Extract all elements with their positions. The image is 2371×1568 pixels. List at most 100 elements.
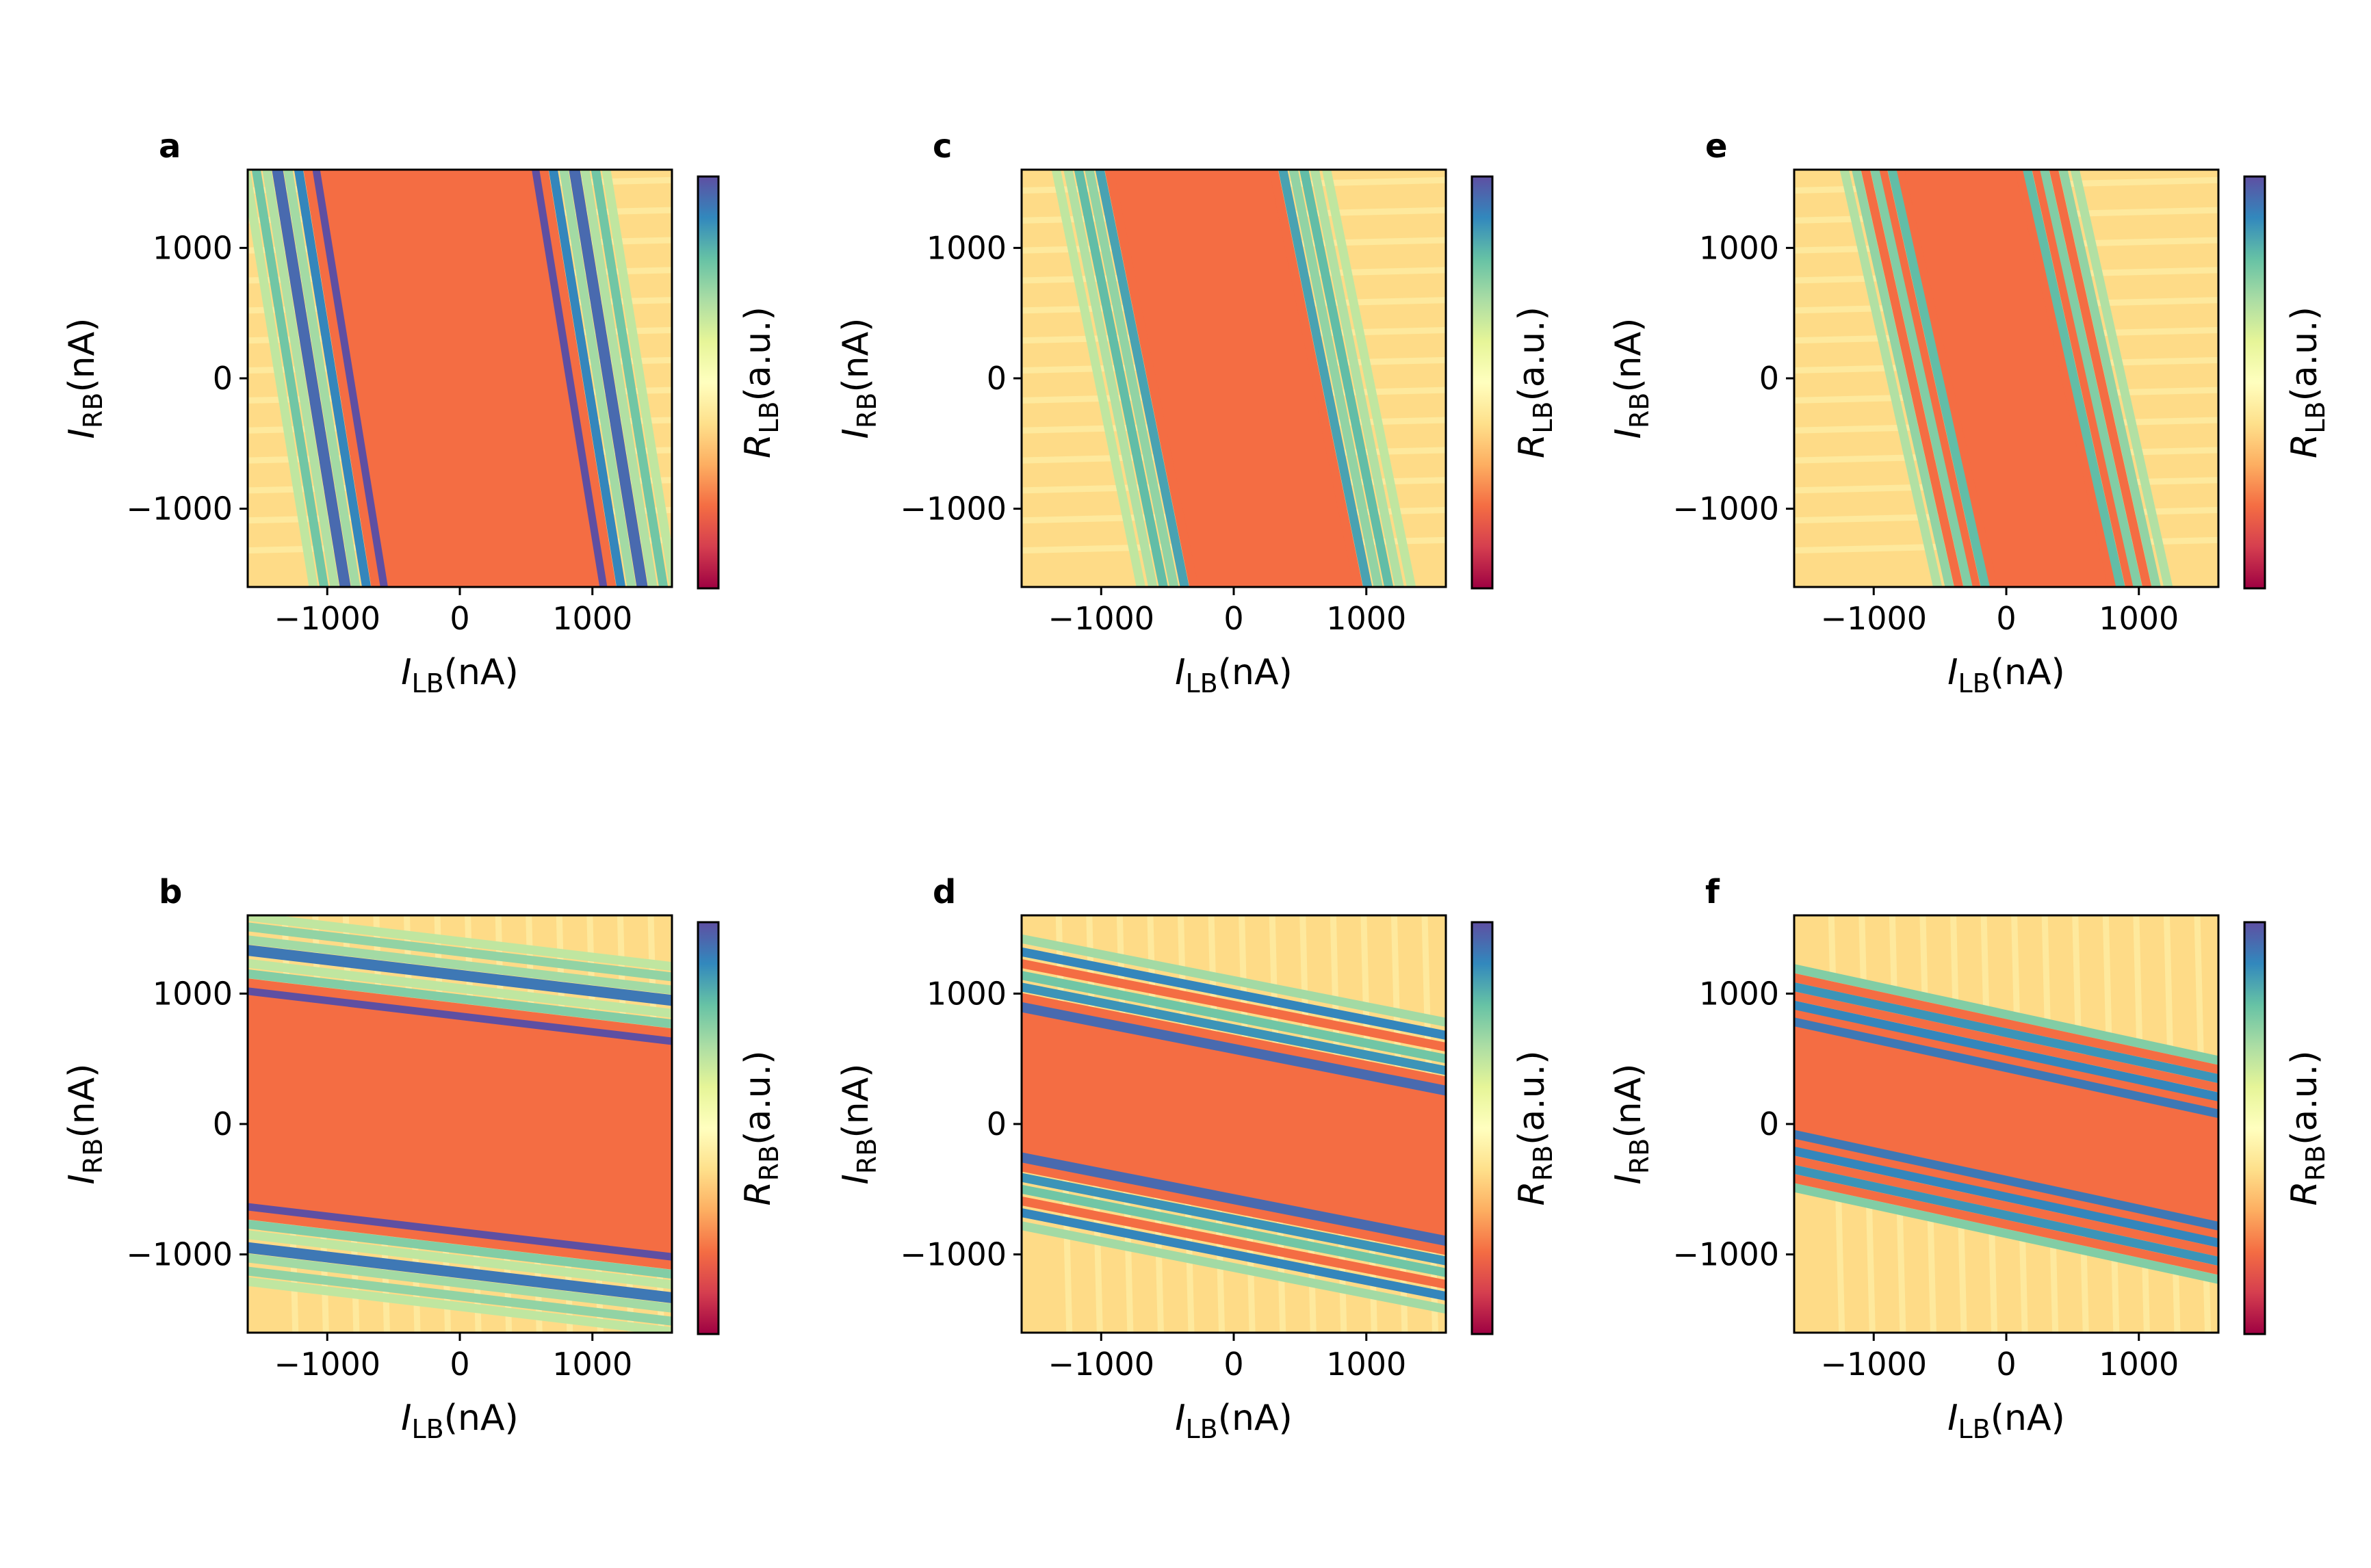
transition-line	[1022, 993, 1446, 1086]
transition-line	[248, 1210, 672, 1270]
x-axis-label: ILB(nA)	[401, 1398, 519, 1444]
y-tick-label: 1000	[1699, 229, 1779, 266]
transition-line	[248, 915, 672, 971]
transition-line	[532, 170, 611, 587]
superconducting-band	[1111, 170, 1356, 587]
transition-line	[248, 1266, 672, 1326]
transition-line	[1022, 947, 1446, 1040]
panel-e: −1000 0 1000 −1000 0 1000 ILB(nA) IRB(nA) e RLB(a…	[1608, 127, 2331, 698]
transition-line	[251, 170, 329, 587]
transition-line	[1022, 1173, 1446, 1266]
transition-line	[1794, 1138, 2218, 1240]
transition-line	[2022, 170, 2125, 587]
transition-line	[1022, 934, 1446, 1027]
y-tick-label: −1000	[126, 1236, 233, 1273]
transition-line	[1852, 170, 1954, 587]
transition-line	[1794, 1155, 2218, 1257]
y-tick-label: 1000	[927, 975, 1007, 1012]
colorbar-label: RRB(a.u.)	[738, 1050, 784, 1205]
transition-line	[248, 978, 672, 1038]
panel-d: −1000 0 1000 −1000 0 1000 ILB(nA) IRB(nA) d RRB(a…	[835, 873, 1558, 1444]
transition-line	[1022, 1221, 1446, 1314]
y-tick-label: 0	[1759, 360, 1779, 397]
colorbar-label: RLB(a.u.)	[738, 306, 784, 458]
y-axis-label: IRB(nA)	[62, 1064, 108, 1185]
x-tick-label: −1000	[1048, 1346, 1154, 1383]
transition-line	[591, 170, 669, 587]
x-axis-label: ILB(nA)	[1947, 1398, 2065, 1444]
transition-line	[303, 170, 380, 587]
y-tick-label: 0	[213, 1106, 233, 1142]
colorbar	[1470, 175, 1494, 590]
y-tick-label: −1000	[1672, 491, 1779, 527]
colorbar-label: RRB(a.u.)	[1512, 1050, 1558, 1205]
y-tick-label: 0	[987, 360, 1007, 397]
heatmap-f	[1794, 915, 2218, 1333]
y-axis-label: IRB(nA)	[835, 318, 882, 439]
transition-line	[1022, 1208, 1446, 1301]
transition-line	[248, 1230, 672, 1290]
x-axis-label: ILB(nA)	[401, 652, 519, 698]
heatmap-d	[1022, 915, 1446, 1333]
transition-line	[1299, 170, 1394, 587]
x-tick-label: −1000	[274, 600, 380, 637]
transition-line	[1095, 170, 1189, 587]
transition-line	[248, 1203, 672, 1264]
transition-line	[2058, 170, 2161, 587]
transition-line	[1022, 1001, 1446, 1096]
transition-line	[1794, 964, 2218, 1065]
transition-line	[283, 170, 361, 587]
transition-line	[1794, 1174, 2218, 1275]
colorbar	[2243, 175, 2266, 590]
transition-line	[248, 922, 672, 982]
transition-line	[1895, 170, 1998, 587]
x-tick-label: 0	[1223, 1346, 1243, 1383]
x-tick-label: −1000	[274, 1346, 380, 1383]
transition-line	[1839, 170, 1943, 587]
transition-line	[539, 170, 617, 587]
x-tick-label: 1000	[2099, 1346, 2179, 1383]
transition-line	[248, 935, 672, 995]
y-axis-label: IRB(nA)	[1608, 1064, 1655, 1185]
heatmap-b	[248, 915, 672, 1333]
colorbar	[2243, 921, 2266, 1335]
transition-line	[1794, 1183, 2218, 1284]
transition-line	[248, 170, 318, 587]
transition-line	[1022, 1196, 1446, 1290]
panel-c: −1000 0 1000 −1000 0 1000 ILB(nA) IRB(nA) c RLB(a…	[835, 127, 1558, 698]
panel-f: −1000 0 1000 −1000 0 1000 ILB(nA) IRB(nA) f RRB(a…	[1608, 873, 2331, 1444]
transition-line	[569, 170, 648, 587]
panel-letter: d	[933, 873, 956, 911]
colorbar-label: RLB(a.u.)	[2284, 306, 2331, 458]
transition-line	[1887, 170, 1991, 587]
colorbar	[1470, 921, 1494, 1335]
superconducting-band	[317, 170, 603, 587]
transition-line	[1022, 971, 1446, 1064]
transition-line	[1794, 1129, 2218, 1233]
transition-line	[1022, 1162, 1446, 1255]
transition-line	[248, 1277, 672, 1333]
y-tick-label: 1000	[1699, 975, 1779, 1012]
x-tick-label: −1000	[1820, 1346, 1927, 1383]
transition-line	[248, 1253, 672, 1313]
y-axis-label: IRB(nA)	[835, 1064, 882, 1185]
y-tick-label: −1000	[1672, 1236, 1779, 1273]
transition-line	[1022, 982, 1446, 1075]
y-tick-label: 0	[213, 360, 233, 397]
heatmap-c	[1022, 170, 1446, 587]
y-tick-label: −1000	[900, 1236, 1007, 1273]
y-tick-label: 0	[1759, 1106, 1779, 1142]
superconducting-band	[1022, 1009, 1446, 1239]
transition-line	[1051, 170, 1146, 587]
transition-line	[1310, 170, 1404, 587]
transition-line	[248, 984, 672, 1045]
transition-line	[2032, 170, 2135, 587]
transition-line	[1288, 170, 1383, 587]
transition-line	[1870, 170, 1973, 587]
superconducting-band	[1794, 1023, 2218, 1225]
x-tick-label: 0	[1996, 1346, 2016, 1383]
transition-line	[1022, 958, 1446, 1052]
transition-line	[1794, 1000, 2218, 1102]
transition-line	[1269, 170, 1363, 587]
